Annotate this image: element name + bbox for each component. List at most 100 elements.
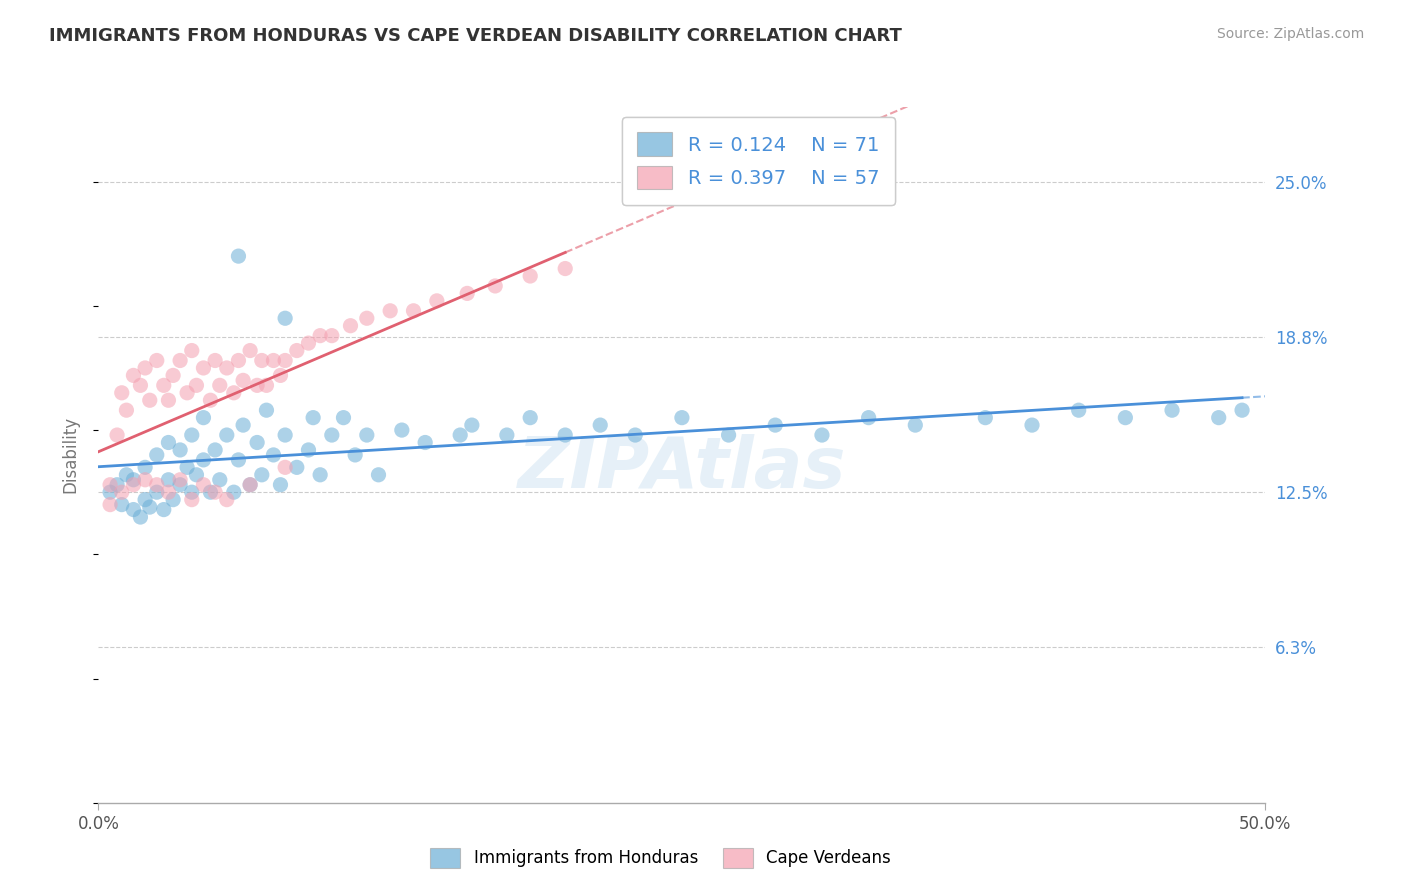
Point [208, 378, 231, 392]
Point [554, 428, 576, 442]
Point [519, 410, 541, 425]
Point [157, 485, 180, 500]
Point [169, 473, 191, 487]
Point [232, 373, 254, 387]
Point [98, 485, 121, 500]
Point [200, 485, 222, 500]
Point [228, 353, 250, 368]
Text: ZIPAtlas: ZIPAtlas [517, 434, 846, 503]
Point [274, 311, 297, 326]
Point [274, 353, 297, 368]
Point [250, 353, 273, 368]
Point [204, 353, 226, 368]
Point [811, 428, 834, 442]
Point [302, 410, 325, 425]
Point [321, 328, 343, 343]
Point [321, 428, 343, 442]
Point [208, 473, 231, 487]
Point [274, 460, 297, 475]
Point [215, 492, 238, 507]
Point [554, 261, 576, 276]
Point [222, 485, 245, 500]
Point [484, 279, 506, 293]
Point [204, 485, 226, 500]
Point [1208, 410, 1230, 425]
Point [139, 500, 162, 514]
Point [262, 448, 284, 462]
Point [339, 318, 361, 333]
Point [157, 473, 180, 487]
Point [129, 510, 152, 524]
Point [146, 448, 169, 462]
Point [1161, 403, 1184, 417]
Point [285, 343, 308, 358]
Point [215, 428, 238, 442]
Point [589, 418, 612, 433]
Point [157, 435, 180, 450]
Point [717, 428, 740, 442]
Point [169, 477, 191, 491]
Point [356, 428, 378, 442]
Y-axis label: Disability: Disability [62, 417, 80, 493]
Point [162, 368, 184, 383]
Point [1067, 403, 1090, 417]
Point [115, 403, 138, 417]
Point [239, 343, 262, 358]
Point [146, 485, 169, 500]
Point [1230, 403, 1253, 417]
Point [193, 453, 215, 467]
Point [246, 378, 269, 392]
Point [456, 286, 478, 301]
Point [122, 502, 145, 516]
Point [134, 492, 156, 507]
Point [297, 442, 319, 457]
Point [449, 428, 471, 442]
Point [1114, 410, 1136, 425]
Text: IMMIGRANTS FROM HONDURAS VS CAPE VERDEAN DISABILITY CORRELATION CHART: IMMIGRANTS FROM HONDURAS VS CAPE VERDEAN… [49, 27, 903, 45]
Point [98, 477, 121, 491]
Point [186, 378, 208, 392]
Point [246, 435, 269, 450]
Legend: R = 0.124    N = 71, R = 0.397    N = 57: R = 0.124 N = 71, R = 0.397 N = 57 [621, 117, 894, 205]
Point [624, 428, 647, 442]
Point [402, 303, 425, 318]
Point [356, 311, 378, 326]
Legend: Immigrants from Honduras, Cape Verdeans: Immigrants from Honduras, Cape Verdeans [423, 841, 898, 875]
Point [129, 378, 152, 392]
Point [146, 353, 169, 368]
Point [169, 442, 191, 457]
Point [215, 361, 238, 376]
Point [222, 385, 245, 400]
Point [426, 293, 449, 308]
Point [115, 467, 138, 482]
Point [111, 498, 134, 512]
Point [309, 467, 332, 482]
Point [1021, 418, 1043, 433]
Point [391, 423, 413, 437]
Point [111, 485, 134, 500]
Point [378, 303, 402, 318]
Point [344, 448, 367, 462]
Point [105, 477, 128, 491]
Point [495, 428, 517, 442]
Point [152, 502, 174, 516]
Point [367, 467, 389, 482]
Point [297, 336, 319, 351]
Point [134, 460, 156, 475]
Point [180, 343, 202, 358]
Point [332, 410, 354, 425]
Point [139, 393, 162, 408]
Point [256, 378, 278, 392]
Point [157, 393, 180, 408]
Point [269, 477, 291, 491]
Point [176, 460, 198, 475]
Point [169, 353, 191, 368]
Point [309, 328, 332, 343]
Point [228, 249, 250, 263]
Point [193, 477, 215, 491]
Point [274, 428, 297, 442]
Point [146, 477, 169, 491]
Point [239, 477, 262, 491]
Point [193, 410, 215, 425]
Point [200, 393, 222, 408]
